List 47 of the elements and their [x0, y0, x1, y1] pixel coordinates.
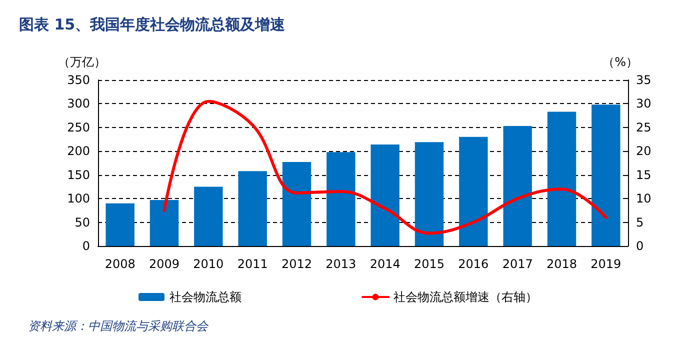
y-tick-label: 50 [74, 215, 90, 230]
x-tick-label: 2018 [546, 257, 578, 271]
bar [326, 152, 356, 246]
y2-tick-label: 30 [636, 96, 652, 111]
bar [592, 104, 620, 246]
bar [106, 203, 134, 246]
y-tick-label: 250 [67, 120, 90, 134]
y2-tick-label: 35 [636, 73, 652, 87]
x-tick-label: 2011 [237, 257, 268, 271]
chart-title: 图表 15、我国年度社会物流总额及增速 [19, 16, 286, 34]
x-tick-label: 2017 [502, 257, 533, 271]
y2-tick-label: 15 [636, 168, 652, 182]
y-axis-title: （万亿） [58, 55, 106, 69]
x-tick-label: 2016 [458, 257, 489, 271]
x-tick-label: 2010 [193, 257, 224, 271]
text: 资料来源：中国物流与采购联合会 [28, 319, 209, 333]
y-tick-label: 100 [67, 192, 90, 206]
x-tick-label: 2019 [590, 257, 622, 271]
bar [459, 136, 488, 246]
y-tick-label: 0 [82, 239, 90, 253]
bar [547, 112, 576, 246]
line-series [162, 100, 608, 235]
bar [414, 142, 444, 246]
x-tick-label: 2012 [281, 257, 312, 271]
y2-tick-label: 0 [636, 239, 644, 253]
legend-label: 社会物流总额 [170, 290, 242, 304]
x-tick-label: 2008 [104, 257, 136, 271]
bar [238, 171, 267, 246]
y2-tick-label: 25 [636, 120, 652, 134]
x-tick-label: 2014 [370, 257, 400, 271]
bar [503, 126, 532, 246]
y-tick-label: 350 [67, 73, 90, 87]
x-tick-label: 2015 [414, 257, 445, 271]
bar [282, 162, 312, 246]
y2-tick-label: 5 [636, 215, 644, 230]
y-tick-label: 200 [67, 144, 90, 158]
y-tick-label: 150 [67, 168, 90, 182]
x-tick-label: 2009 [148, 257, 180, 271]
bar [150, 200, 179, 246]
legend-label: 社会物流总额增速（右轴） [394, 290, 538, 304]
y2-tick-label: 10 [636, 192, 652, 206]
y2-axis-title: （%） [602, 55, 638, 69]
y2-tick-label: 20 [636, 144, 652, 158]
y-tick-label: 300 [67, 96, 90, 111]
x-tick-label: 2013 [326, 257, 356, 271]
bar [370, 144, 400, 246]
bar [194, 186, 223, 246]
